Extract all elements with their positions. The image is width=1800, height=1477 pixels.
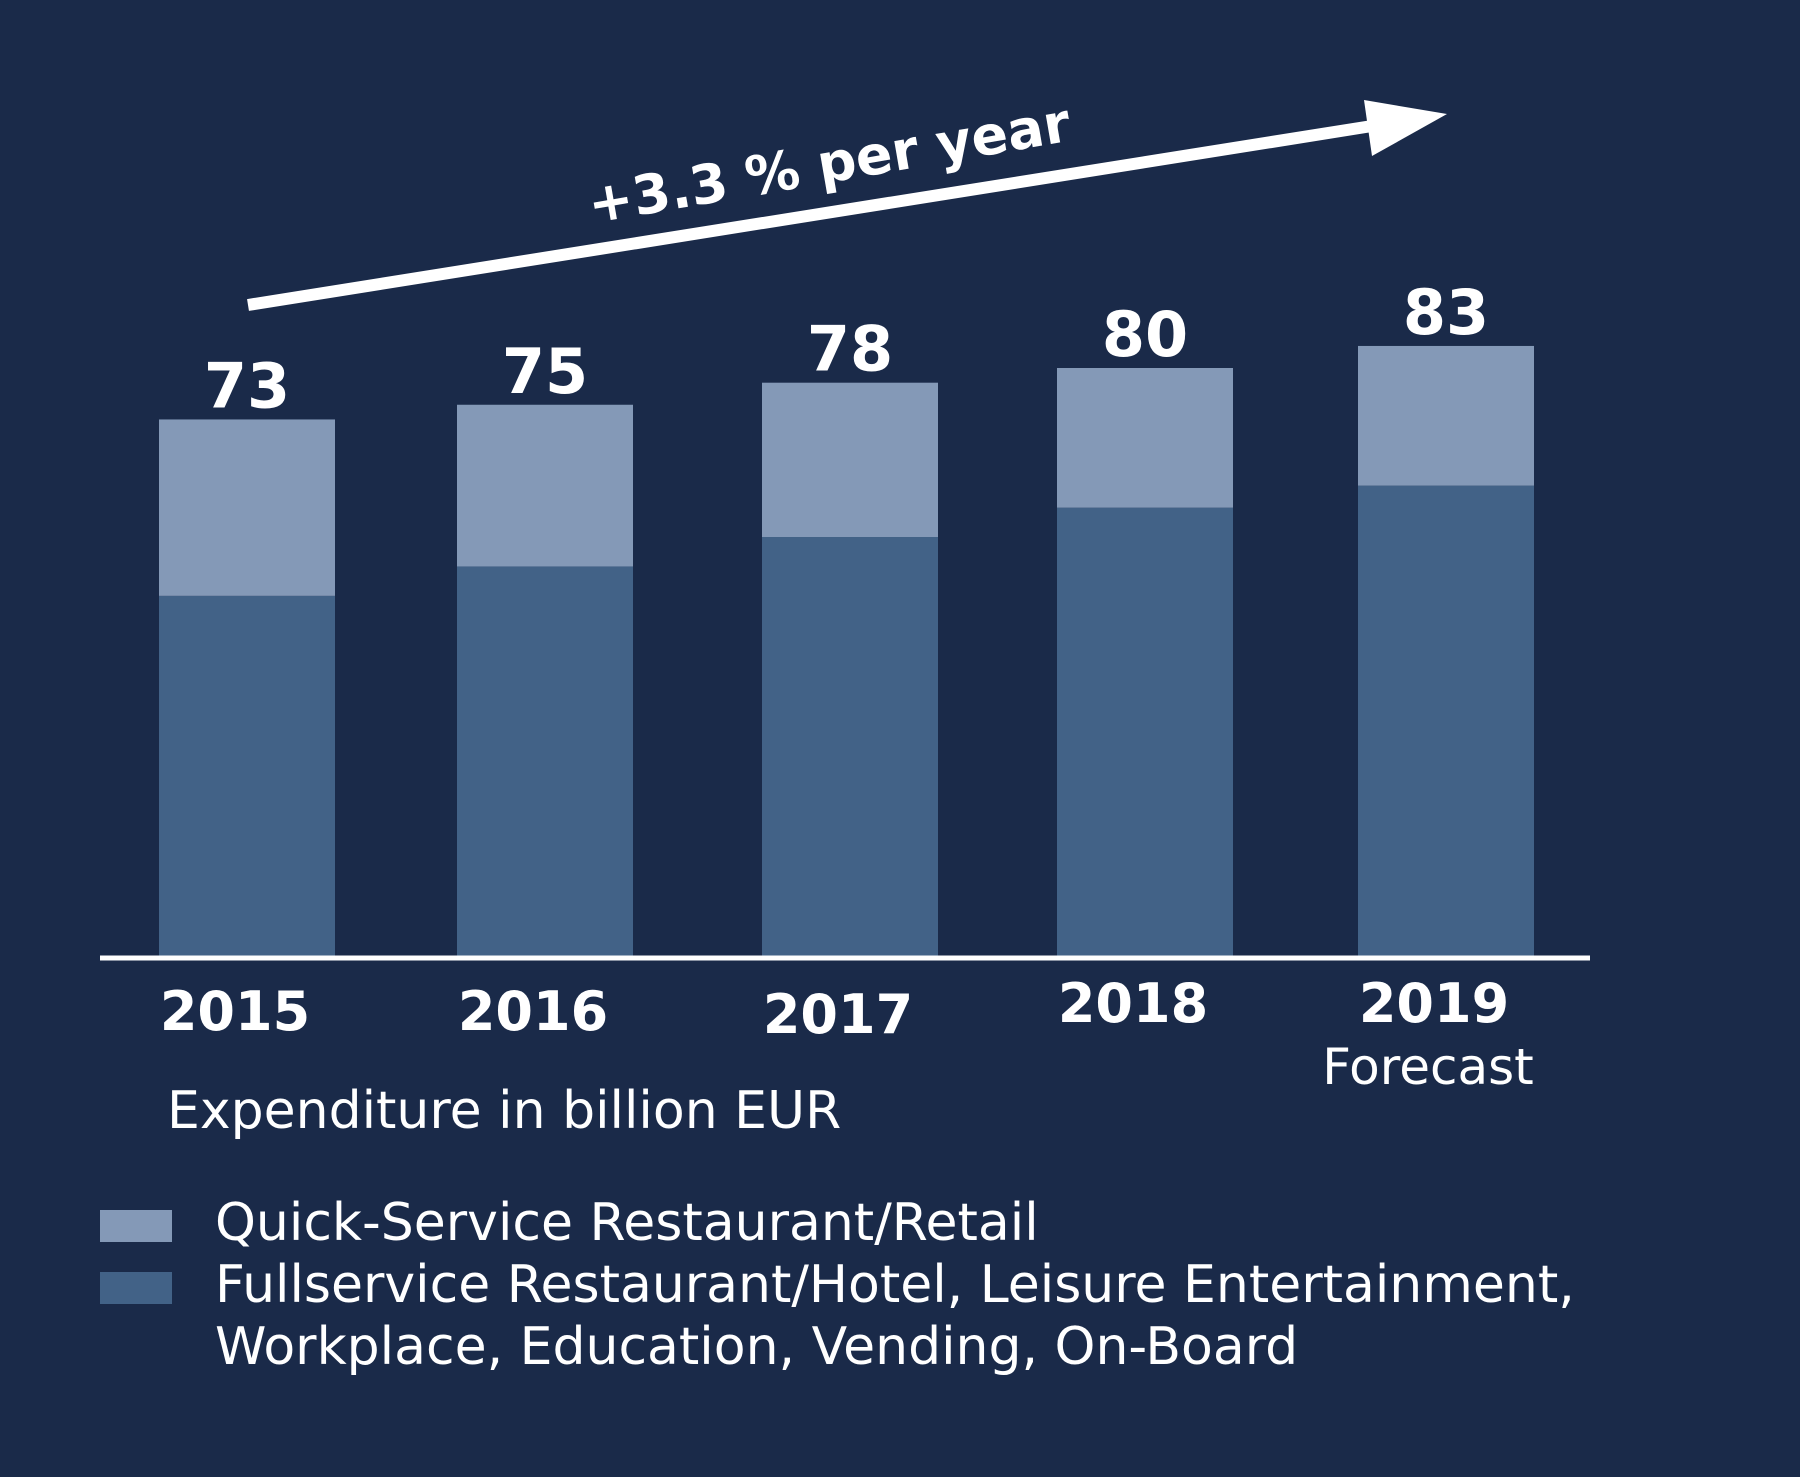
total-label-2017: 78 <box>807 313 893 386</box>
bar-segment-2018-fullservice <box>1057 508 1233 956</box>
unit-label: Expenditure in billion EUR <box>167 1081 841 1141</box>
bar-segment-2018-quick-service <box>1057 368 1233 508</box>
x-tick-label-2015: 2015 <box>160 980 310 1043</box>
bar-segment-2017-quick-service <box>762 383 938 537</box>
legend-swatch-quick-service <box>100 1210 172 1242</box>
bar-segment-2016-quick-service <box>457 405 633 567</box>
x-tick-label-2016: 2016 <box>458 980 608 1043</box>
bar-segment-2019-quick-service <box>1358 346 1534 486</box>
bar-segment-2016-fullservice <box>457 566 633 956</box>
bar-segment-2015-quick-service <box>159 419 335 595</box>
bar-segment-2017-fullservice <box>762 537 938 956</box>
total-label-2019: 83 <box>1403 276 1489 349</box>
total-label-2018: 80 <box>1102 298 1188 371</box>
legend-text-fullservice-line-2: Workplace, Education, Vending, On-Board <box>215 1317 1298 1377</box>
x-tick-label-2019: 2019 <box>1359 972 1509 1035</box>
legend-text-quick-service-line-1: Quick-Service Restaurant/Retail <box>215 1193 1039 1253</box>
legend-text-fullservice-line-1: Fullservice Restaurant/Hotel, Leisure En… <box>215 1255 1575 1315</box>
bar-segment-2019-fullservice <box>1358 486 1534 956</box>
bar-segment-2015-fullservice <box>159 596 335 956</box>
x-sublabel-2019: Forecast <box>1322 1038 1534 1096</box>
total-label-2016: 75 <box>502 335 588 408</box>
x-tick-label-2017: 2017 <box>763 983 913 1046</box>
x-tick-label-2018: 2018 <box>1058 972 1208 1035</box>
legend-swatch-fullservice <box>100 1272 172 1304</box>
total-label-2015: 73 <box>204 349 290 422</box>
